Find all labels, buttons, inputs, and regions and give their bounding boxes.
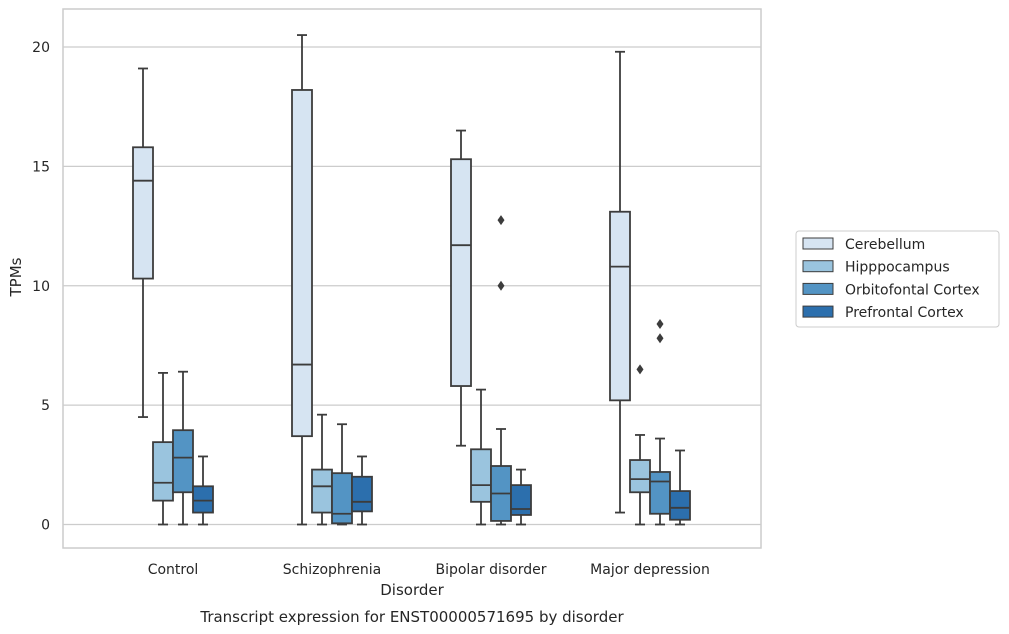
- legend-label: Hipppocampus: [845, 260, 950, 276]
- iqr-box: [172, 429, 194, 494]
- y-tick-label: 0: [41, 518, 50, 534]
- chart-caption: Transcript expression for ENST0000057169…: [199, 608, 624, 626]
- iqr-box: [629, 459, 651, 494]
- y-tick-label: 5: [41, 398, 50, 414]
- outlier-point: [497, 280, 505, 291]
- box-element: [450, 129, 472, 447]
- x-axis-title: Disorder: [380, 581, 444, 599]
- iqr-box: [649, 471, 671, 515]
- box-element: [649, 318, 671, 526]
- box-element: [152, 371, 174, 526]
- box-element: [351, 455, 373, 526]
- box-element: [331, 423, 353, 526]
- iqr-box: [510, 484, 532, 516]
- outlier-point: [497, 215, 505, 226]
- legend-frame: [795, 230, 1000, 328]
- box-element: [609, 50, 631, 514]
- box-element: [132, 67, 154, 418]
- box-plot-series: [132, 34, 691, 526]
- iqr-box: [132, 146, 154, 280]
- legend-swatch: [802, 237, 834, 250]
- series-cerebellum: [132, 34, 631, 526]
- y-axis-title: TPMs: [7, 257, 25, 297]
- box-element: [669, 449, 691, 526]
- legend: Cerebellum Hipppocampus Orbitofontal Corte…: [795, 230, 1000, 328]
- x-tick-label: Bipolar disorder: [435, 562, 546, 578]
- x-tick-labels: Control Schizophrenia Bipolar disorder Majo…: [148, 562, 710, 578]
- iqr-box: [192, 485, 214, 514]
- iqr-box: [152, 441, 174, 502]
- legend-swatch: [802, 305, 834, 318]
- iqr-box: [470, 448, 492, 503]
- box-element: [470, 388, 492, 526]
- box-element: [490, 215, 512, 526]
- box-element: [172, 370, 194, 526]
- x-tick-label: Control: [148, 562, 199, 578]
- iqr-box: [669, 490, 691, 521]
- x-tick-label: Major depression: [590, 562, 710, 578]
- outlier-point: [656, 318, 664, 329]
- y-tick-label: 20: [32, 40, 50, 56]
- iqr-box: [351, 475, 373, 513]
- iqr-box: [609, 210, 631, 402]
- legend-label: Cerebellum: [845, 237, 925, 253]
- box-element: [192, 455, 214, 526]
- series-hipppocampus: [152, 364, 651, 526]
- legend-label: Orbitofontal Cortex: [845, 282, 980, 298]
- iqr-box: [291, 89, 313, 438]
- box-element: [629, 364, 651, 526]
- y-tick-label: 15: [32, 159, 50, 175]
- y-tick-label: 10: [32, 279, 50, 295]
- box-element: [311, 413, 333, 526]
- legend-label: Prefrontal Cortex: [845, 305, 964, 321]
- outlier-point: [656, 333, 664, 344]
- series-orbitofontal-cortex: [172, 215, 671, 526]
- x-tick-label: Schizophrenia: [283, 562, 381, 578]
- outlier-point: [636, 364, 644, 375]
- iqr-box: [450, 158, 472, 387]
- legend-swatch: [802, 282, 834, 295]
- legend-swatch: [802, 260, 834, 273]
- iqr-box: [311, 468, 333, 514]
- iqr-box: [331, 472, 353, 525]
- box-element: [291, 34, 313, 526]
- box-element: [510, 468, 532, 526]
- series-prefrontal-cortex: [192, 449, 691, 526]
- y-tick-labels: 0 5 10 15 20: [32, 40, 50, 534]
- plot-area-frame: [62, 8, 762, 549]
